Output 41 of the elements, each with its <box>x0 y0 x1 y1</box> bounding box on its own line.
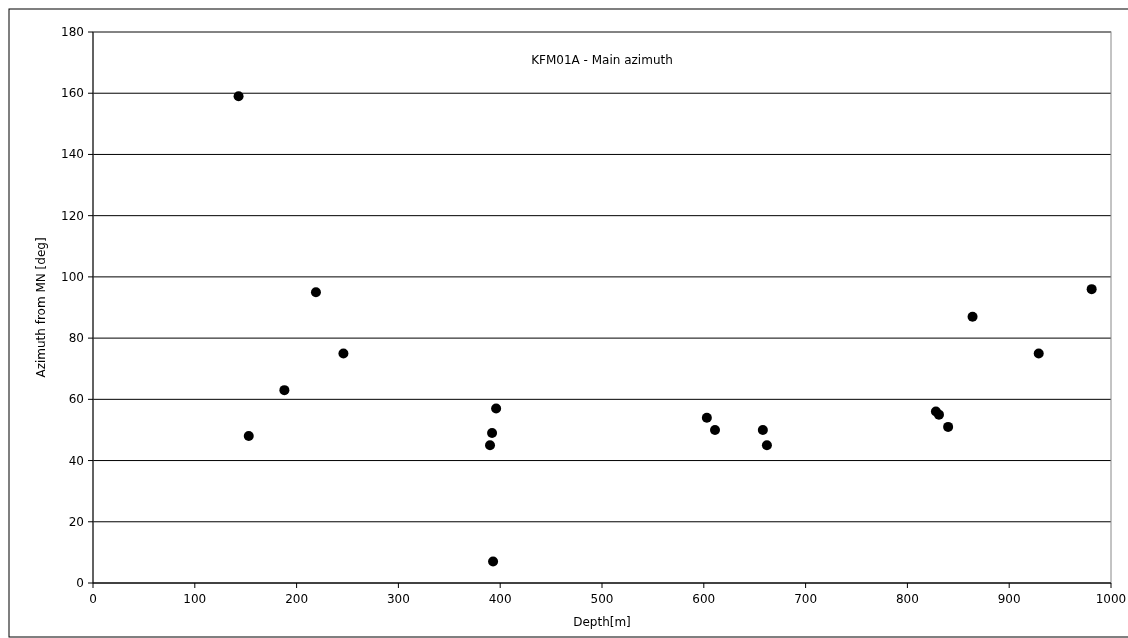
x-tick-label: 0 <box>89 592 97 606</box>
text: KFM01A - Main azimuth <box>531 53 673 67</box>
y-tick-label: 140 <box>61 147 84 162</box>
point <box>488 556 499 567</box>
y-tick-label: 40 <box>68 453 84 468</box>
point <box>1086 284 1097 295</box>
y-tick-label: 0 <box>76 576 84 590</box>
point <box>279 385 290 396</box>
y-tick-label: 180 <box>61 25 84 39</box>
y-axis-title: Azimuth from MN [deg] <box>34 237 48 378</box>
point <box>487 428 498 439</box>
y-tick-label: 160 <box>61 86 84 101</box>
x-tick-label: 100 <box>183 592 207 606</box>
y-tick-label: 80 <box>68 331 84 346</box>
point <box>967 311 978 322</box>
point <box>761 440 772 451</box>
x-tick-label: 400 <box>488 592 512 606</box>
x-tick-label: 200 <box>285 592 309 606</box>
point <box>491 403 502 414</box>
x-tick-label: 700 <box>794 592 818 606</box>
point <box>1033 348 1044 359</box>
y-tick-label: 120 <box>61 208 84 223</box>
y-tick-label: 100 <box>61 269 84 284</box>
point <box>310 287 321 298</box>
point <box>757 424 768 435</box>
x-axis-title: Depth[m] <box>573 615 631 629</box>
point <box>943 421 954 432</box>
point <box>233 91 244 102</box>
y-tick-label: 20 <box>68 514 84 529</box>
x-tick-label: 300 <box>386 592 410 606</box>
point <box>710 424 720 435</box>
point <box>338 348 349 359</box>
x-tick-label: 500 <box>590 592 614 606</box>
x-tick-label: 1000 <box>1095 592 1127 606</box>
point <box>485 440 496 451</box>
x-tick-label: 800 <box>895 592 919 606</box>
x-tick-label: 900 <box>997 592 1021 606</box>
point <box>243 431 254 442</box>
y-tick-label: 60 <box>68 392 84 407</box>
x-tick-label: 600 <box>692 592 716 606</box>
point <box>701 412 712 423</box>
